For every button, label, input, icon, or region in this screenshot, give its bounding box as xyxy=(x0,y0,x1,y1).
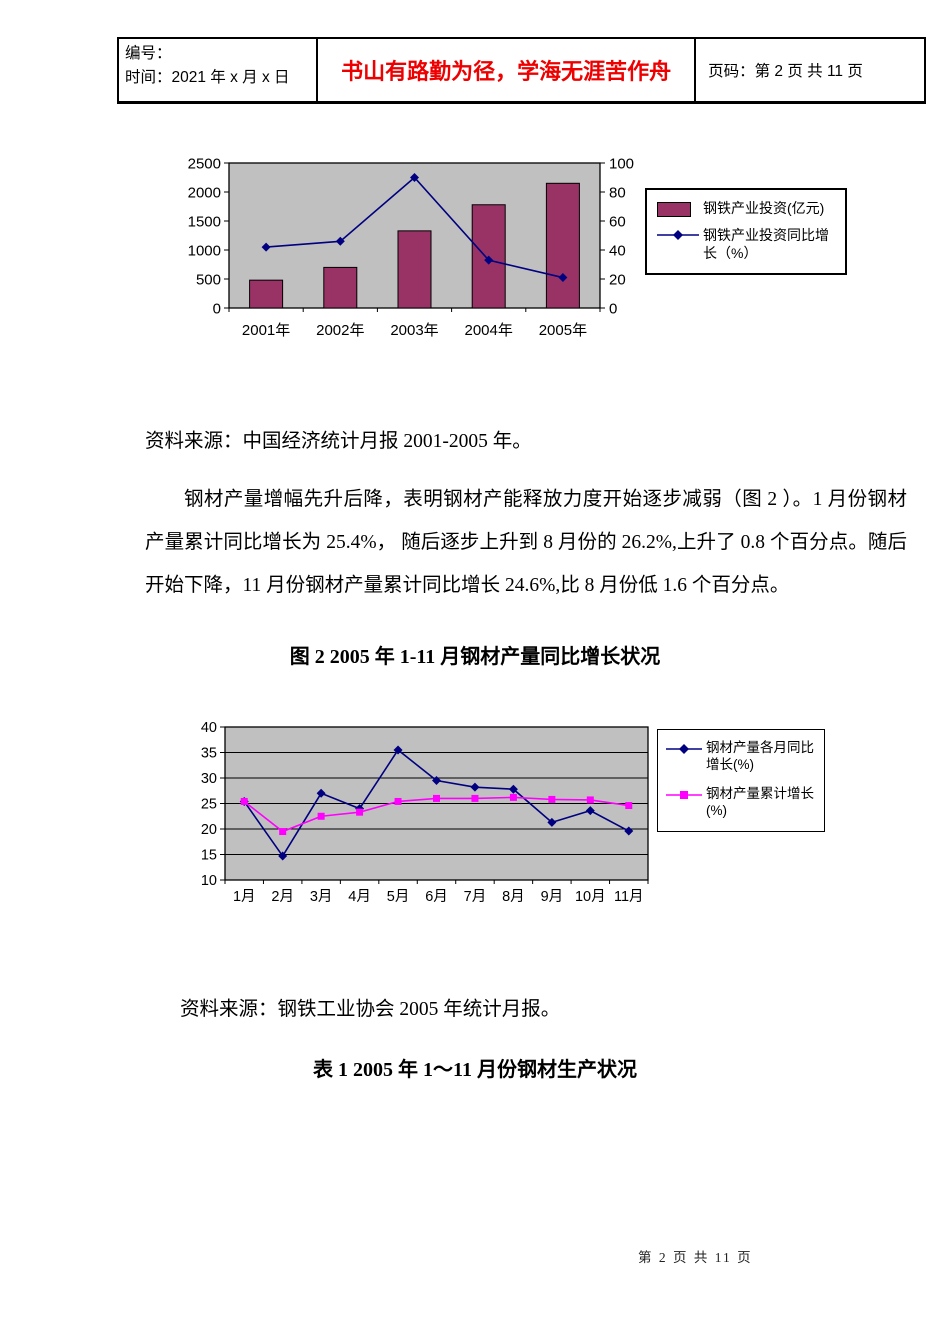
y-axis-label: 20 xyxy=(201,822,217,838)
marker-diamond xyxy=(508,784,518,794)
y2-axis-label: 100 xyxy=(609,155,634,172)
legend-label: 钢材产量各月同比增长(%) xyxy=(706,740,814,772)
y2-axis-label: 80 xyxy=(609,184,626,201)
marker-square xyxy=(394,797,402,805)
x-axis-label: 10月 xyxy=(575,889,606,905)
x-axis-label: 2003年 xyxy=(390,322,438,339)
source-note-1: 资料来源：中国经济统计月报 2001-2005 年。 xyxy=(145,431,532,452)
y-axis-label: 40 xyxy=(201,720,217,736)
y-axis-label: 500 xyxy=(196,271,221,288)
legend-entry-investment: 钢铁产业投资(亿元) xyxy=(657,199,837,217)
table1-title: 表 1 2005 年 1～11 月份钢材生产状况 xyxy=(313,1059,637,1081)
legend-label: 钢铁产业投资同比增长（%） xyxy=(703,227,829,262)
header-table: 编号： 时间：2021 年 x 月 x 日 书山有路勤为径，学海无涯苦作舟 页码… xyxy=(117,37,926,104)
marker-diamond xyxy=(585,806,595,816)
marker-square xyxy=(548,795,556,803)
y-axis-label: 0 xyxy=(213,300,221,317)
marker-square xyxy=(509,793,517,801)
legend-label: 钢材产量累计增长(%) xyxy=(706,785,814,818)
marker-square xyxy=(471,794,479,802)
x-axis-label: 7月 xyxy=(464,889,487,905)
x-axis-label: 4月 xyxy=(348,889,371,905)
bar xyxy=(471,204,506,309)
source-note-2: 资料来源：钢铁工业协会 2005 年统计月报。 xyxy=(180,999,561,1020)
line-square-icon xyxy=(666,786,706,804)
marker-square xyxy=(356,808,364,816)
marker-diamond xyxy=(484,255,494,265)
y2-axis-label: 40 xyxy=(609,242,626,259)
page-info: 页码：第 2 页 共 11 页 xyxy=(708,63,863,80)
chart1-canvas: 0 500 1000 1500 2000 2500 0 20 40 60 80 100 2001年 200… xyxy=(188,155,634,339)
line-diamond-icon xyxy=(666,740,706,758)
x-axis-label: 3月 xyxy=(310,889,333,905)
chart2-legend: 钢材产量各月同比增长(%) 钢材产量累计增长(%) xyxy=(657,729,825,832)
x-axis-label: 6月 xyxy=(425,889,448,905)
y-axis-label: 10 xyxy=(201,873,217,889)
marker-diamond xyxy=(558,273,568,283)
bar xyxy=(397,230,432,309)
number-label: 编号： xyxy=(125,45,172,62)
marker-diamond xyxy=(432,776,441,786)
header-motto: 书山有路勤为径，学海无涯苦作舟 xyxy=(341,59,672,84)
x-axis-label: 2005年 xyxy=(539,322,587,339)
y2-axis-label: 60 xyxy=(609,213,626,230)
y-axis-label: 35 xyxy=(201,746,217,762)
y-axis-label: 15 xyxy=(201,848,217,864)
marker-diamond xyxy=(261,242,271,252)
bar-swatch-icon xyxy=(657,199,703,217)
x-axis-label: 1月 xyxy=(233,889,256,905)
y-axis-label: 1000 xyxy=(188,242,221,259)
marker-diamond xyxy=(547,817,557,827)
marker-square xyxy=(317,812,325,820)
y-axis-label: 2500 xyxy=(188,155,221,172)
x-axis-label: 2001年 xyxy=(242,322,290,339)
marker-diamond xyxy=(278,851,288,861)
bar xyxy=(545,182,580,309)
line-diamond-icon xyxy=(657,226,703,244)
x-axis-label: 11月 xyxy=(614,889,644,905)
marker-diamond xyxy=(316,788,326,798)
marker-diamond xyxy=(335,236,345,246)
y-axis-label: 30 xyxy=(201,771,217,787)
header-cell-motto: 书山有路勤为径，学海无涯苦作舟 xyxy=(318,39,697,101)
figure2-title: 图 2 2005 年 1-11 月钢材产量同比增长状况 xyxy=(289,646,661,668)
marker-square xyxy=(240,797,248,805)
marker-square xyxy=(279,828,287,836)
legend-entry-growth: 钢铁产业投资同比增长（%） xyxy=(657,226,837,262)
x-axis-label: 8月 xyxy=(502,889,525,905)
marker-square xyxy=(625,802,633,810)
y-axis-label: 1500 xyxy=(188,213,221,230)
footer-page-number: 第 2 页 共 11 页 xyxy=(638,1250,753,1265)
x-axis-label: 2002年 xyxy=(316,322,364,339)
chart2-monthly-growth: 10 15 20 25 30 35 40 1月 2月 3月 4月 5月 6月 7月 8月 9月 10月 11月 钢… xyxy=(188,717,850,917)
x-axis-label: 5月 xyxy=(387,889,410,905)
legend-entry-monthly: 钢材产量各月同比增长(%) xyxy=(666,740,818,774)
marker-diamond xyxy=(410,173,419,182)
y-axis-label: 25 xyxy=(201,797,217,813)
marker-square xyxy=(586,796,594,804)
marker-diamond xyxy=(393,745,403,755)
x-axis-label: 2004年 xyxy=(465,322,513,339)
header-cell-number-time: 编号： 时间：2021 年 x 月 x 日 xyxy=(119,39,319,101)
marker-square xyxy=(433,794,440,802)
y-axis-label: 2000 xyxy=(188,184,221,201)
bar xyxy=(249,279,284,309)
x-axis-label: 2月 xyxy=(271,889,294,905)
legend-entry-cumulative: 钢材产量累计增长(%) xyxy=(666,786,818,820)
chart1-investment: 0 500 1000 1500 2000 2500 0 20 40 60 80 100 2001年 200… xyxy=(150,150,860,355)
chart1-legend: 钢铁产业投资(亿元) 钢铁产业投资同比增长（%） xyxy=(645,188,847,275)
legend-label: 钢铁产业投资(亿元) xyxy=(703,200,825,216)
time-label: 时间：2021 年 x 月 x 日 xyxy=(125,69,290,87)
x-axis-label: 9月 xyxy=(541,889,564,905)
bar xyxy=(323,266,358,309)
y2-axis-label: 0 xyxy=(609,300,617,317)
chart2-canvas: 10 15 20 25 30 35 40 1月 2月 3月 4月 5月 6月 7月 8月 9月 10月 11月 xyxy=(201,720,649,905)
y2-axis-label: 20 xyxy=(609,271,626,288)
marker-diamond xyxy=(624,826,634,836)
body-paragraph: 钢材产量增幅先升后降，表明钢材产能释放力度开始逐步减弱（图 2 ）。1 月份钢材… xyxy=(145,489,907,596)
header-cell-pageinfo: 页码：第 2 页 共 11 页 xyxy=(696,39,924,101)
marker-diamond xyxy=(470,782,480,792)
